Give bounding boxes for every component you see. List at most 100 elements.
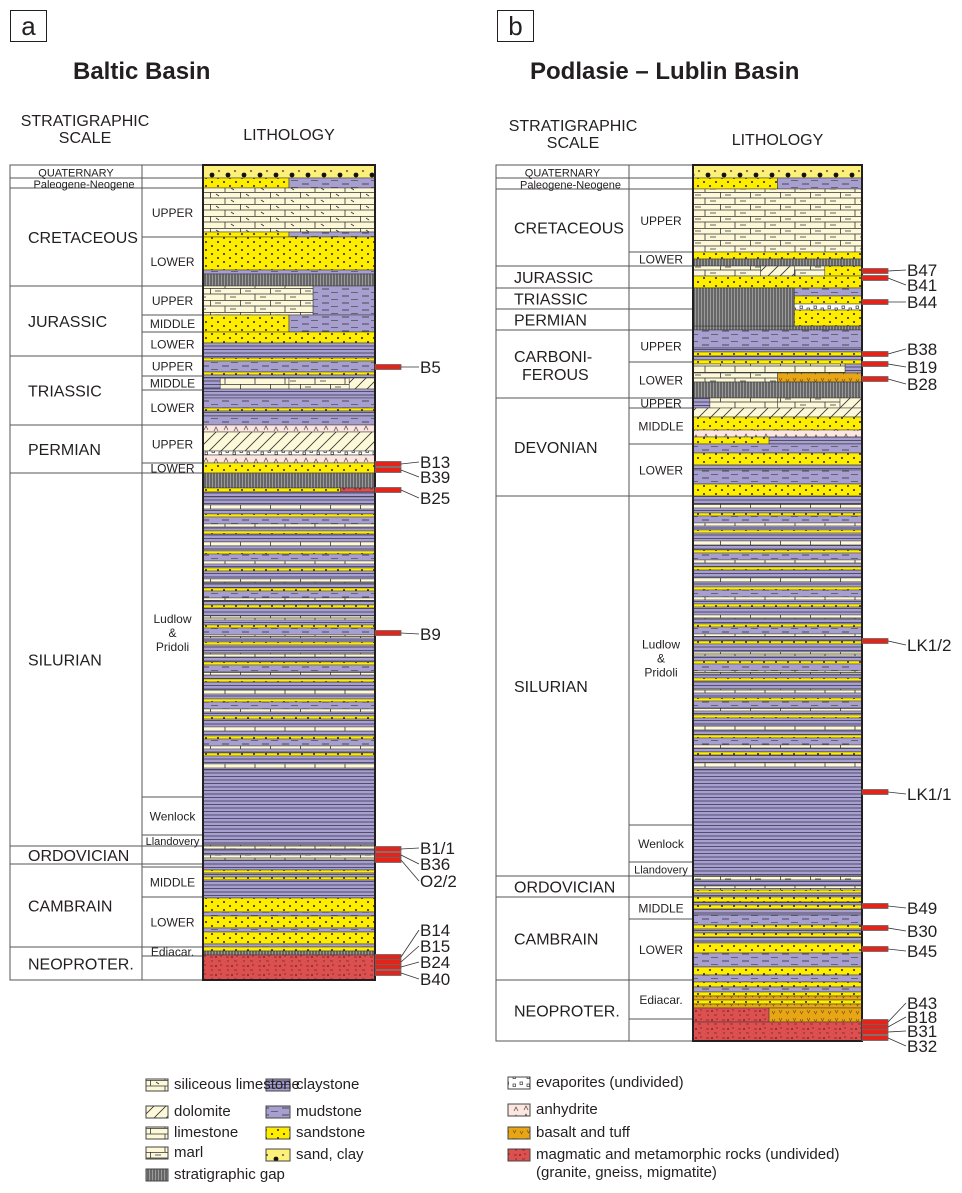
sample-marker: LK1/1 (861, 785, 951, 804)
sample-leader-line (887, 640, 907, 646)
sample-leader-line (400, 469, 420, 478)
sample-marker: O2/2 (374, 857, 457, 891)
sample-leader-line (400, 461, 420, 465)
period-label: CAMBRAIN (28, 898, 112, 915)
panel-a-scale-header: STRATIGRAPHIC SCALE (10, 113, 160, 147)
subdivision-label: LOWER (150, 462, 194, 476)
subdivision-label: MIDDLE (150, 876, 195, 890)
sample-leader-line (400, 945, 420, 963)
sample-label: B25 (420, 489, 450, 508)
period-label: SILURIAN (514, 679, 588, 696)
panel-a-title: Baltic Basin (73, 58, 211, 85)
sample-label: B13 (420, 453, 450, 472)
subdivision-label: MIDDLE (150, 377, 195, 391)
sample-marker: B25 (374, 487, 450, 508)
panel-a-letter: a (10, 10, 47, 42)
sample-label: B43 (907, 994, 937, 1013)
sample-label: B39 (420, 468, 450, 487)
sample-label: LK1/1 (907, 785, 951, 804)
period-label: JURASSIC (514, 270, 593, 287)
subdivision-label: UPPER (640, 340, 682, 354)
period-label: TRIASSIC (514, 291, 588, 308)
sample-label: B45 (907, 942, 937, 961)
subdivision-label: Ediacar. (639, 993, 682, 1007)
sample-leader-line (400, 972, 420, 980)
sample-label: B1/1 (420, 839, 455, 858)
legend-swatch-clay (265, 1078, 291, 1092)
subdivision-label: Pridoli (644, 666, 677, 680)
sample-label: B30 (907, 922, 937, 941)
sample-marker: B9 (374, 625, 441, 644)
subdivision-label: MIDDLE (150, 317, 195, 331)
panel-b-letter: b (497, 10, 534, 42)
subdivision-label: UPPER (152, 294, 194, 308)
lithology-column-border (202, 164, 376, 981)
sample-leader-line (887, 363, 907, 368)
sample-leader-line (400, 847, 420, 850)
sample-marker: B47 (861, 261, 937, 280)
sample-leader-line (887, 905, 907, 909)
legend-swatch-marl (145, 1146, 169, 1160)
legend-swatch-sc (265, 1148, 291, 1162)
subdivision-label: MIDDLE (638, 902, 683, 916)
sample-label: B9 (420, 625, 441, 644)
period-label: NEOPROTER. (28, 956, 134, 973)
legend-swatch-lime (145, 1126, 169, 1140)
subdivision-label: Ludlow (153, 612, 191, 626)
sample-leader-line (887, 348, 907, 355)
legend-label-evap: evaporites (undivided) (536, 1074, 684, 1091)
legend-label-sil: siliceous limestone (174, 1076, 300, 1093)
subdivision-label: & (657, 652, 665, 666)
scale-header-line1: STRATIGRAPHIC (20, 113, 150, 130)
subdivision-label: LOWER (150, 255, 194, 269)
panel-a-lithology-header: LITHOLOGY (243, 127, 335, 144)
sample-label: B41 (907, 276, 937, 295)
legend-label-dol: dolomite (174, 1103, 231, 1120)
panel-b-scale-header: STRATIGRAPHIC SCALE (498, 118, 648, 152)
legend-label-marl: marl (174, 1144, 204, 1161)
period-label: QUATERNARY (525, 167, 601, 179)
subdivision-label: LOWER (150, 916, 194, 930)
sample-marker: B13 (374, 453, 450, 472)
period-label: SILURIAN (28, 652, 102, 669)
legend-label-sc: sand, clay (296, 1146, 364, 1163)
sample-marker: B30 (861, 922, 937, 941)
sample-leader-line (400, 489, 420, 499)
sample-label: B36 (420, 855, 450, 874)
sample-marker: B39 (374, 467, 450, 487)
legend-label-mud: mudstone (296, 1103, 362, 1120)
subdivision-label: MIDDLE (638, 420, 683, 434)
sample-label: B5 (420, 358, 441, 377)
period-label: JURASSIC (28, 314, 107, 331)
sample-marker: B45 (861, 942, 937, 961)
sample-leader-line (400, 632, 420, 635)
legend-swatch-mud (265, 1105, 291, 1119)
subdivision-label: Wenlock (150, 810, 197, 824)
legend-label-sand: sandstone (296, 1124, 366, 1141)
lithology-layer-sil (202, 187, 376, 233)
period-label: PERMIAN (28, 442, 101, 459)
subdivision-label: UPPER (640, 214, 682, 228)
sample-label: B38 (907, 340, 937, 359)
sample-marker: B38 (861, 340, 937, 359)
sample-leader-line (887, 378, 907, 385)
subdivision-label: LOWER (639, 943, 683, 957)
panel-b-title: Podlasie – Lublin Basin (530, 58, 800, 85)
sample-leader-line (887, 1016, 907, 1028)
legend-label-gap: stratigraphic gap (174, 1166, 285, 1183)
sample-label: B32 (907, 1037, 937, 1056)
legend-swatch-evap (507, 1076, 531, 1090)
scale-header-line1: STRATIGRAPHIC (508, 118, 638, 135)
sample-leader-line (887, 927, 907, 932)
sample-leader-line (887, 1037, 907, 1047)
sample-leader-line (400, 961, 420, 968)
sample-label: B47 (907, 261, 937, 280)
sample-marker: LK1/2 (861, 636, 951, 655)
sample-marker: B15 (374, 937, 450, 965)
period-label: ORDOVICIAN (28, 848, 129, 865)
sample-label: B19 (907, 358, 937, 377)
legend-label-basalt: basalt and tuff (536, 1124, 630, 1141)
